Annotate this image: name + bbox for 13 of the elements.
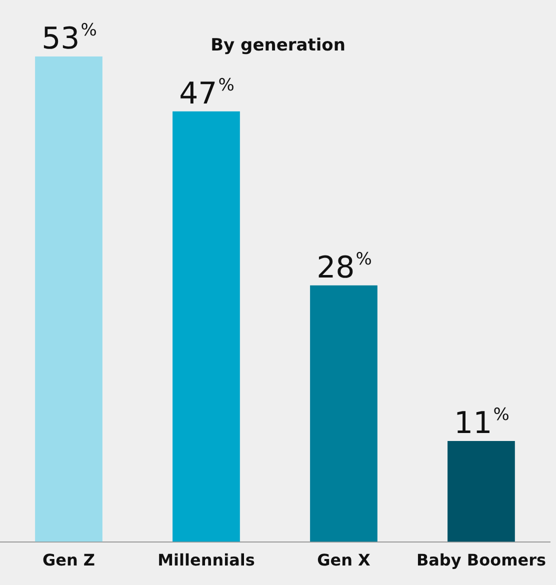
- bar: [35, 56, 102, 542]
- data-label: 47%: [179, 75, 234, 112]
- data-label: 53%: [42, 20, 97, 56]
- chart-title: By generation: [210, 36, 346, 56]
- data-label: 28%: [316, 249, 372, 286]
- bar: [172, 111, 240, 542]
- x-tick-label: Gen X: [317, 550, 372, 570]
- x-tick-label: Baby Boomers: [416, 550, 546, 570]
- data-label: 11%: [454, 405, 510, 442]
- bar: [310, 285, 378, 542]
- bar: [448, 441, 515, 542]
- x-tick-label: Millennials: [158, 550, 255, 570]
- x-tick-label: Gen Z: [42, 550, 96, 570]
